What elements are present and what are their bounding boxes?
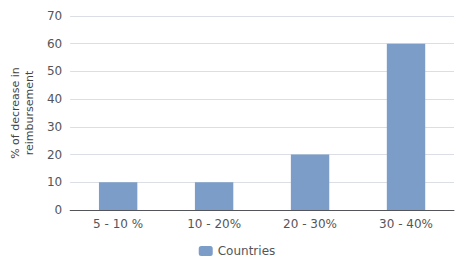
svg-text:50: 50: [47, 64, 62, 78]
svg-text:20: 20: [47, 148, 62, 162]
svg-text:30: 30: [47, 120, 62, 134]
svg-text:20 - 30%: 20 - 30%: [283, 217, 337, 231]
svg-text:60: 60: [47, 37, 62, 51]
svg-text:reimbursement: reimbursement: [23, 70, 36, 155]
svg-text:Countries: Countries: [218, 244, 276, 258]
svg-text:5 - 10 %: 5 - 10 %: [93, 217, 143, 231]
svg-text:% of decrease in: % of decrease in: [9, 67, 22, 159]
svg-text:30 - 40%: 30 - 40%: [379, 217, 433, 231]
svg-text:70: 70: [47, 9, 62, 23]
svg-text:10: 10: [47, 175, 62, 189]
svg-text:40: 40: [47, 92, 62, 106]
svg-text:0: 0: [55, 203, 63, 217]
svg-text:10 - 20%: 10 - 20%: [187, 217, 241, 231]
